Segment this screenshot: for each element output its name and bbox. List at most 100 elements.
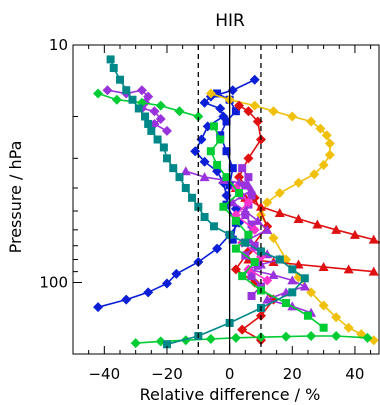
data-point <box>235 189 244 198</box>
data-point <box>331 312 342 323</box>
data-point <box>222 147 231 156</box>
data-point <box>128 95 137 104</box>
data-point <box>368 234 379 244</box>
data-point <box>231 244 240 253</box>
data-point <box>141 112 150 121</box>
data-point <box>241 181 250 190</box>
data-point <box>231 216 240 225</box>
data-point <box>368 266 379 276</box>
data-point <box>199 97 210 108</box>
data-point <box>205 88 216 99</box>
data-point <box>241 211 250 220</box>
chart-title: HIR <box>215 11 245 31</box>
data-point <box>315 123 326 134</box>
x-tick-label: 0 <box>225 365 235 383</box>
series-layer <box>93 55 380 349</box>
data-point <box>199 172 210 182</box>
y-tick-label: 10 <box>49 36 68 54</box>
data-point <box>115 75 124 84</box>
data-point <box>244 230 253 239</box>
data-point <box>318 300 329 311</box>
data-point <box>155 100 166 111</box>
data-point <box>209 122 218 131</box>
y-tick-label: 100 <box>39 274 68 292</box>
data-point <box>306 116 317 127</box>
data-point <box>324 138 335 149</box>
data-point <box>228 164 237 173</box>
data-point <box>247 220 256 229</box>
data-point <box>243 197 254 208</box>
data-point <box>306 331 317 342</box>
data-point <box>161 125 172 136</box>
data-point <box>362 332 373 343</box>
data-point <box>213 160 222 169</box>
reference-lines <box>197 45 262 354</box>
data-point <box>262 224 273 234</box>
data-point <box>274 188 285 199</box>
series-line-4 <box>248 258 374 273</box>
data-point <box>249 100 260 111</box>
data-point <box>93 302 104 313</box>
data-point <box>238 164 247 173</box>
data-point <box>262 294 273 304</box>
data-point <box>244 173 253 182</box>
y-axis-label: Pressure / hPa <box>6 141 25 254</box>
data-point <box>250 258 259 267</box>
data-point <box>216 131 225 140</box>
data-point <box>130 338 141 349</box>
data-point <box>349 229 360 239</box>
data-point <box>234 100 245 111</box>
data-point <box>241 238 250 247</box>
data-point <box>219 202 228 211</box>
data-point <box>343 322 354 333</box>
data-point <box>247 292 256 301</box>
data-point <box>262 275 273 286</box>
data-point <box>209 222 218 231</box>
data-point <box>122 86 131 95</box>
data-point <box>212 243 223 254</box>
plot-frame <box>72 44 380 355</box>
data-point <box>93 88 104 99</box>
data-point <box>181 183 190 192</box>
data-point <box>134 104 143 113</box>
data-point <box>171 268 182 279</box>
data-point <box>321 130 332 141</box>
data-point <box>247 191 256 200</box>
data-point <box>268 233 279 244</box>
x-tick-label: 40 <box>345 365 364 383</box>
data-point <box>255 201 266 211</box>
data-point <box>318 159 329 170</box>
data-point <box>194 202 203 211</box>
data-point <box>231 107 240 116</box>
data-point <box>206 147 215 156</box>
data-point <box>303 311 312 320</box>
data-point <box>247 272 256 281</box>
data-point <box>274 208 285 218</box>
data-point <box>111 94 122 105</box>
data-point <box>144 119 153 128</box>
data-point <box>216 135 225 144</box>
data-point <box>288 265 297 274</box>
data-point <box>222 173 231 182</box>
data-point <box>243 153 254 164</box>
data-point <box>106 55 115 64</box>
data-point <box>234 172 245 183</box>
data-point <box>281 331 292 342</box>
data-point <box>282 299 291 308</box>
series-line-12 <box>209 125 325 329</box>
data-point <box>180 335 191 346</box>
data-point <box>175 173 184 182</box>
data-point <box>153 135 162 144</box>
axis-ticks: −40 −20 0 20 40 10 100 <box>39 36 372 383</box>
data-point <box>319 323 328 332</box>
data-point <box>256 247 265 256</box>
data-point <box>109 64 118 73</box>
data-point <box>331 224 342 234</box>
data-point <box>268 106 279 117</box>
data-point <box>287 111 298 122</box>
data-point <box>299 281 310 291</box>
data-point <box>238 272 247 281</box>
data-point <box>162 154 171 163</box>
data-point <box>243 106 254 117</box>
